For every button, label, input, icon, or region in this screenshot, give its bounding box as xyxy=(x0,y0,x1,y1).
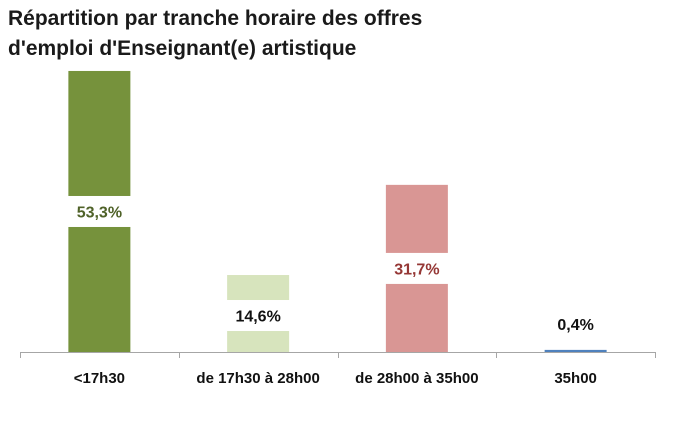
chart-title-line-1: Répartition par tranche horaire des offr… xyxy=(8,7,423,30)
data-label-box-0 xyxy=(67,195,131,227)
data-label-0: 53,3% xyxy=(77,204,122,221)
data-label-3: 0,4% xyxy=(557,317,593,334)
data-labels-layer: 53,3% 14,6% 31,7% 0,4% xyxy=(67,195,594,334)
data-label-box-1 xyxy=(226,300,290,332)
x-axis xyxy=(20,352,656,358)
x-tick-label-0: <17h30 xyxy=(74,370,125,387)
x-tick-label-1: de 17h30 à 28h00 xyxy=(196,370,319,387)
data-label-1: 14,6% xyxy=(235,309,280,326)
data-label-box-2 xyxy=(385,252,449,284)
chart-title-line-2: d'emploi d'Enseignant(e) artistique xyxy=(8,37,357,60)
tick-labels-layer: <17h30 de 17h30 à 28h00 de 28h00 à 35h00 35… xyxy=(74,370,597,387)
x-tick-label-3: 35h00 xyxy=(554,370,597,387)
bars-layer xyxy=(68,70,607,353)
x-tick-label-2: de 28h00 à 35h00 xyxy=(355,370,478,387)
bar-3 xyxy=(544,349,607,352)
chart-title: Répartition par tranche horaire des offr… xyxy=(8,4,628,64)
data-label-2: 31,7% xyxy=(394,261,439,278)
